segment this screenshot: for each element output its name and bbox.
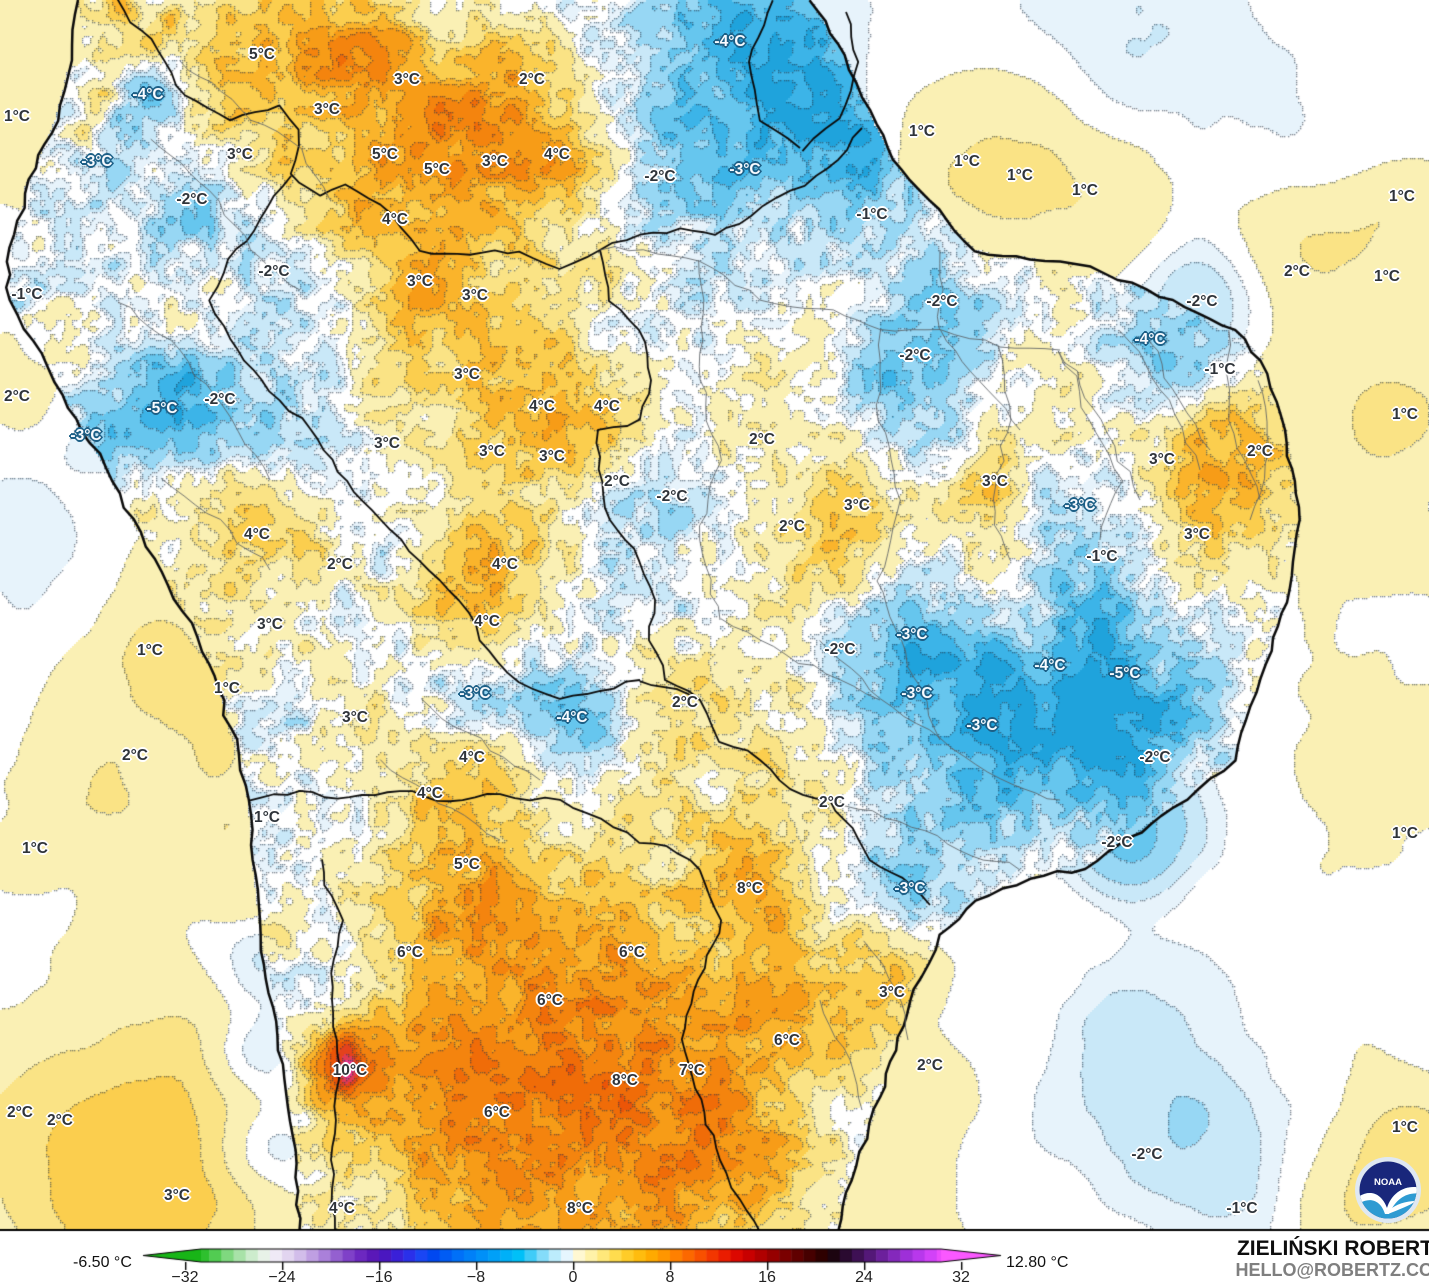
svg-text:NOAA: NOAA [1374,1177,1402,1188]
